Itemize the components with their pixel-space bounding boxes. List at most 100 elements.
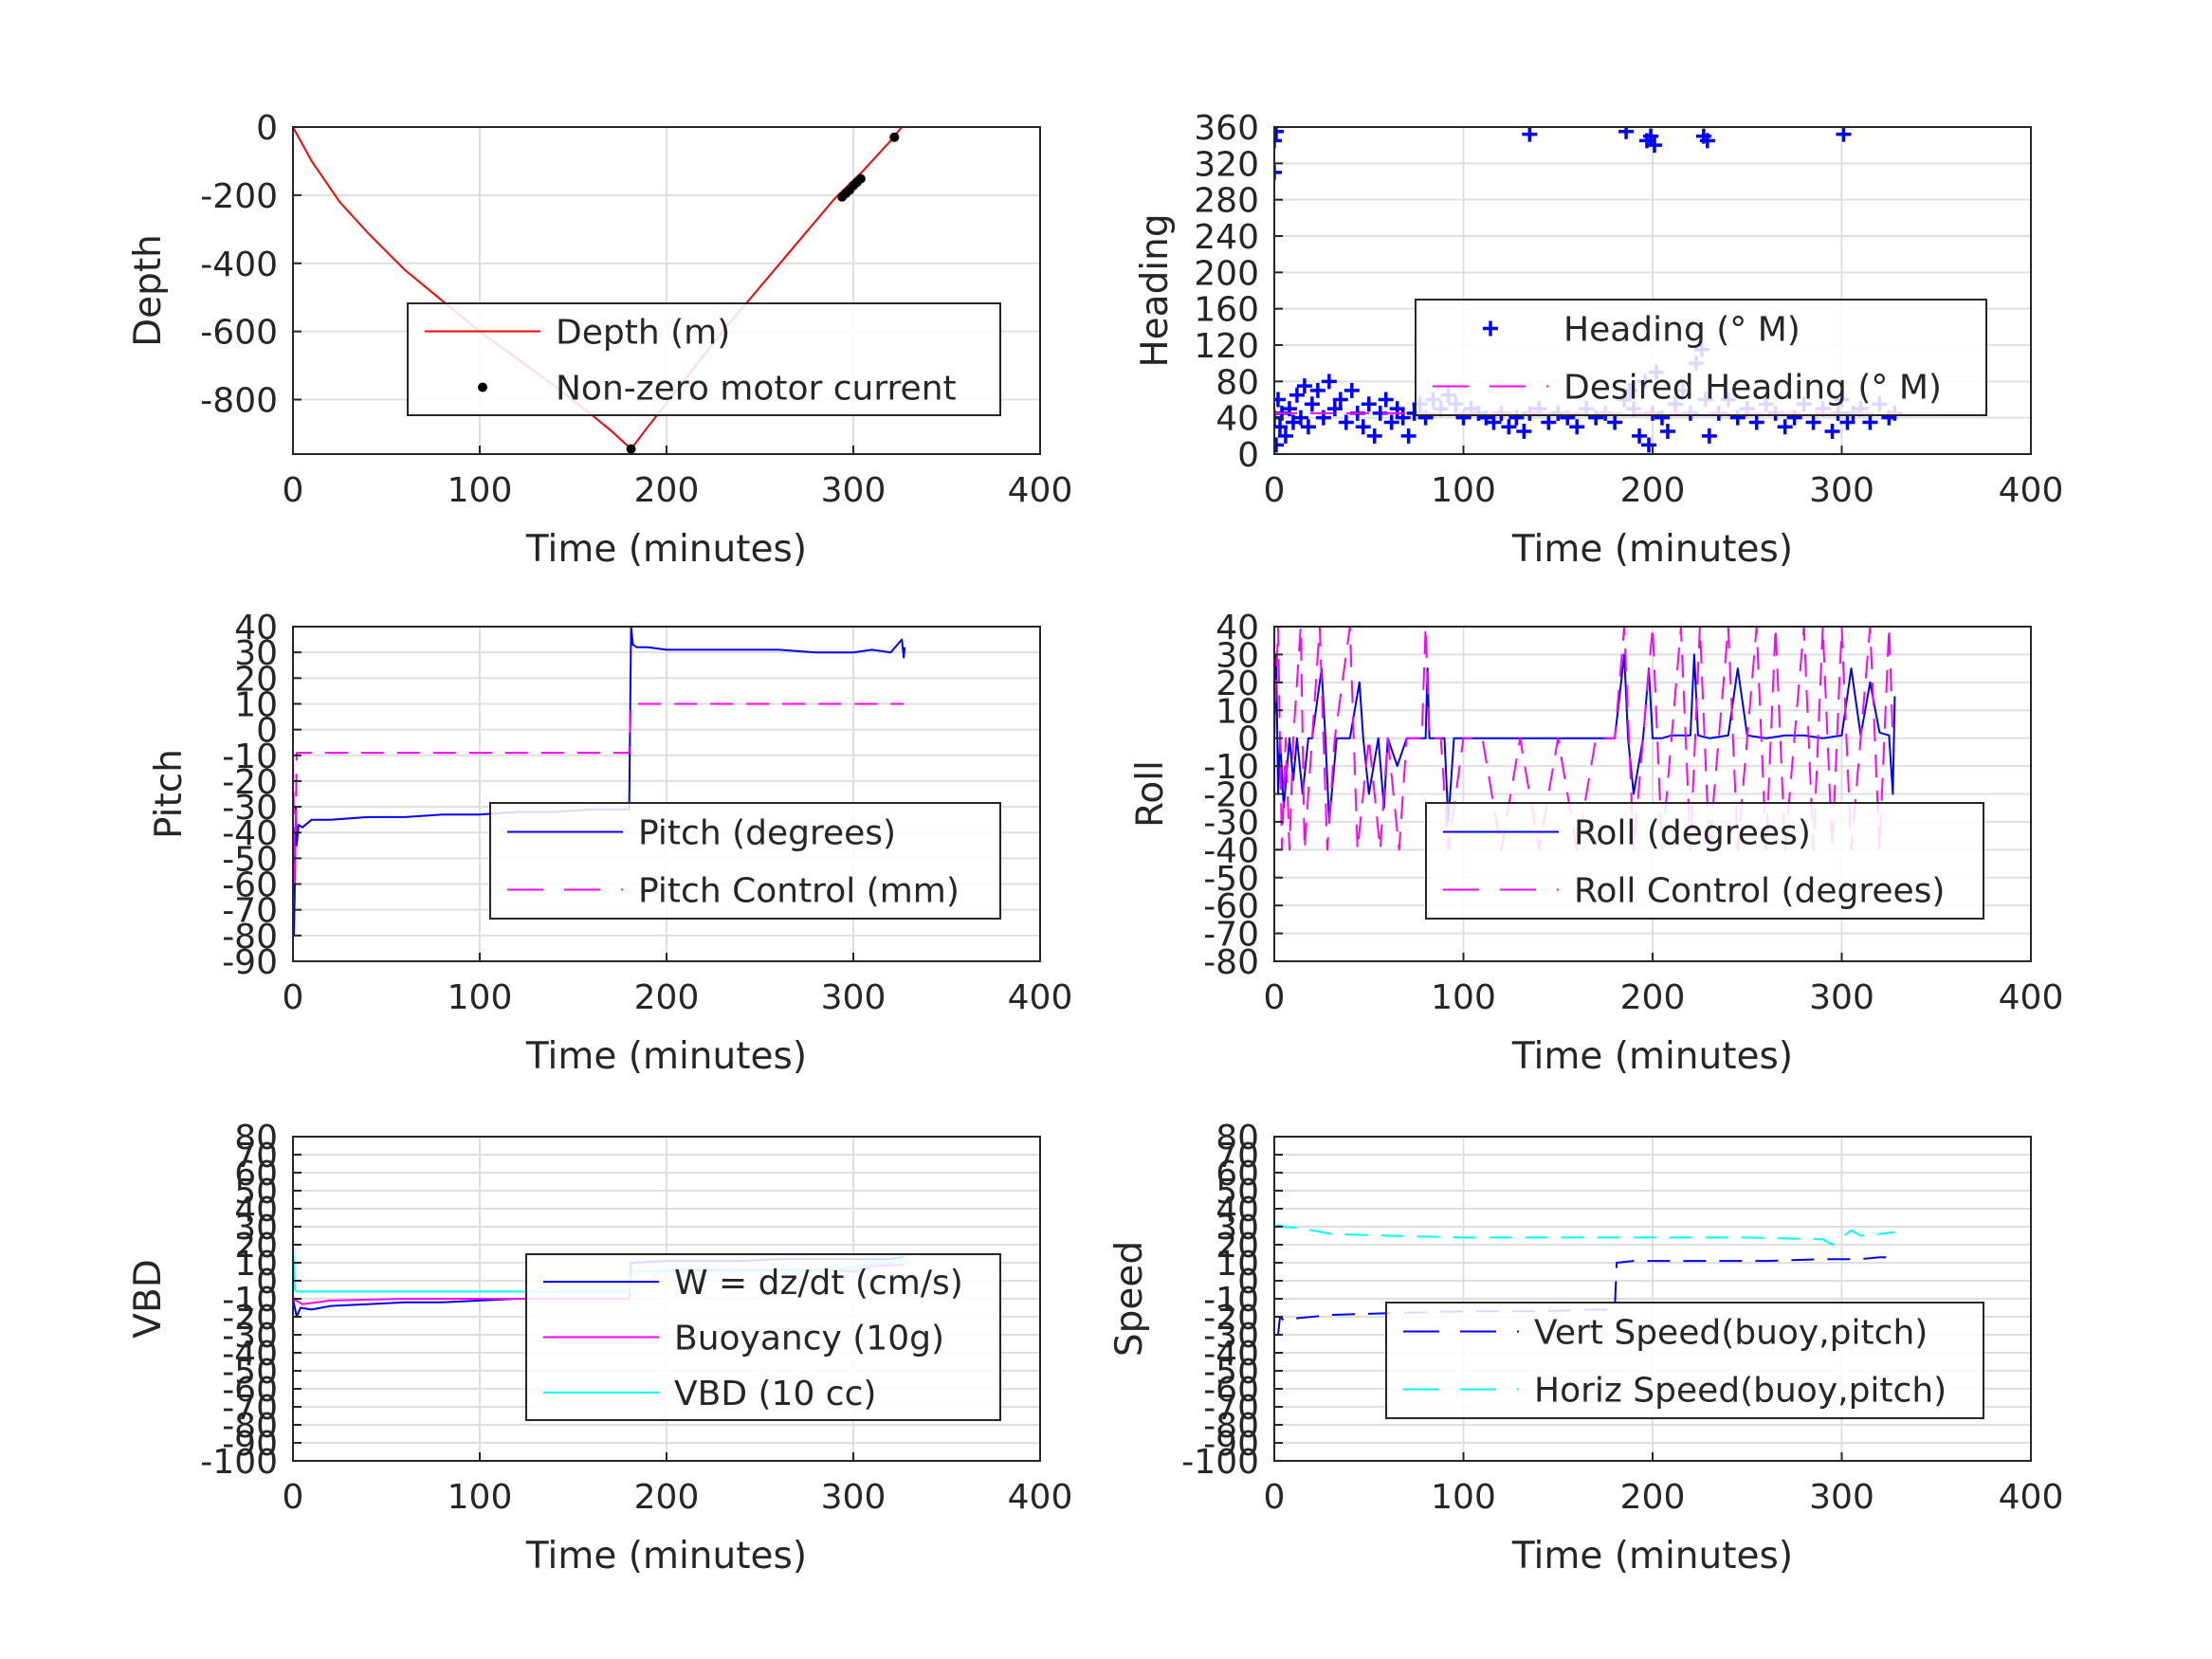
heading-legend: Heading (° M) Desired Heading (° M): [1415, 299, 1987, 416]
speed-legend-label: Vert Speed(buoy,pitch): [1534, 1314, 1928, 1353]
depth-xtick-label: 300: [821, 471, 887, 510]
roll-xtick-label: 300: [1809, 978, 1874, 1017]
depth-xtick-label: 0: [283, 471, 304, 510]
speed-xtick-label: 200: [1620, 1478, 1686, 1517]
depth-legend-box: [407, 302, 1001, 416]
heading-series-0-marker: [1326, 401, 1343, 417]
vbd-ytick-label: 10: [234, 1245, 278, 1284]
heading-series-0-marker: [1378, 392, 1394, 408]
heading-series-0-marker: [1383, 414, 1399, 430]
heading-legend-swatch: [1483, 320, 1498, 337]
vbd-xtick-label: 300: [821, 1478, 887, 1517]
roll-ytick-label: 40: [1216, 609, 1259, 647]
depth-data-layer: [293, 127, 903, 454]
roll-ytick-label: -80: [1203, 943, 1259, 982]
heading-series-0-marker: [1501, 419, 1517, 435]
heading-series-0-marker: [1274, 127, 1284, 139]
depth-legend-label: Depth (m): [556, 314, 730, 353]
heading-series-0-marker: [1748, 414, 1764, 430]
vbd-ytick-label: -100: [200, 1443, 278, 1482]
speed-ytick-label: -90: [1203, 1425, 1259, 1464]
pitch-legend-label: Pitch (degrees): [638, 814, 896, 853]
heading-xtick-label: 100: [1431, 471, 1496, 510]
roll-xtick-label: 200: [1620, 978, 1686, 1017]
roll-ytick-label: 30: [1216, 636, 1259, 675]
heading-ytick-label: 40: [1216, 400, 1259, 439]
roll-ytick-label: 20: [1216, 665, 1259, 703]
speed-ytick-label: 80: [1216, 1119, 1259, 1158]
roll-legend-box: [1425, 802, 1984, 920]
heading-xtick-label: 0: [1264, 471, 1286, 510]
heading-series-0-marker: [1309, 382, 1325, 398]
pitch-ytick-label: -60: [222, 866, 278, 905]
pitch-xtick-label: 0: [283, 978, 304, 1017]
vbd-ytick-label: 60: [234, 1155, 278, 1194]
heading-series-0-marker: [1569, 419, 1585, 435]
heading-series-0-marker: [1659, 424, 1675, 440]
heading-series-0-marker: [1699, 133, 1715, 149]
pitch-y-axis-label: Pitch: [148, 749, 191, 839]
speed-y-axis-label: Speed: [1108, 1241, 1151, 1357]
depth-ytick-label: -200: [200, 177, 278, 216]
heading-series-0-marker: [1632, 428, 1648, 444]
roll-chart: 0 100 200 300 400403020100-10-20-30-40-50-60…: [1129, 609, 2063, 1078]
vbd-y-axis-label: VBD: [127, 1259, 170, 1338]
pitch-ytick-label: -10: [222, 738, 278, 776]
vbd-ytick-label: -10: [222, 1281, 278, 1320]
speed-ytick-label: -20: [1203, 1299, 1259, 1338]
roll-legend-label: Roll Control (degrees): [1574, 872, 1945, 911]
heading-series-0-marker: [1486, 414, 1502, 430]
roll-legend: Roll (degrees) Roll Control (degrees): [1425, 802, 1984, 920]
heading-xtick-label: 300: [1809, 471, 1874, 510]
vbd-legend-label: VBD (10 cc): [674, 1375, 876, 1413]
speed-ytick-label: -80: [1203, 1407, 1259, 1446]
pitch-chart: 0 100 200 300 400403020100-10-20-30-40-50-60…: [148, 609, 1072, 1078]
vbd-ytick-label: -60: [222, 1371, 278, 1410]
heading-xtick-label: 400: [1999, 471, 2064, 510]
speed-ytick-label: 30: [1216, 1209, 1259, 1248]
pitch-ytick-label: 0: [256, 712, 278, 751]
heading-ytick-label: 80: [1216, 363, 1259, 402]
heading-series-0-marker: [1332, 392, 1348, 408]
speed-ytick-label: 20: [1216, 1227, 1259, 1266]
vbd-ytick-label: 50: [234, 1173, 278, 1212]
speed-data-layer: [1274, 1224, 1895, 1336]
vbd-ytick-label: -40: [222, 1335, 278, 1374]
roll-legend-label: Roll (degrees): [1574, 814, 1811, 853]
vbd-xtick-label: 0: [283, 1478, 304, 1517]
heading-y-axis-label: Heading: [1134, 213, 1177, 367]
depth-legend-swatch: [478, 382, 487, 392]
pitch-xtick-label: 200: [634, 978, 700, 1017]
pitch-legend-label: Pitch Control (mm): [638, 872, 960, 911]
heading-legend-label: Heading (° M): [1563, 311, 1801, 350]
speed-xtick-label: 0: [1264, 1478, 1286, 1517]
heading-ytick-label: 0: [1237, 436, 1259, 475]
pitch-ytick-label: -70: [222, 892, 278, 931]
speed-legend-label: Horiz Speed(buoy,pitch): [1534, 1372, 1947, 1411]
pitch-xtick-label: 400: [1008, 978, 1073, 1017]
roll-x-axis-label: Time (minutes): [1511, 1035, 1793, 1078]
speed-ytick-label: -40: [1203, 1335, 1259, 1374]
heading-series-0-marker: [1641, 437, 1657, 453]
speed-xtick-label: 400: [1999, 1478, 2064, 1517]
depth-x-axis-label: Time (minutes): [525, 528, 807, 571]
heading-series-0-marker: [1277, 428, 1293, 444]
roll-ytick-label: -40: [1203, 831, 1259, 870]
vbd-xtick-label: 200: [634, 1478, 700, 1517]
vbd-ytick-label: 30: [234, 1209, 278, 1248]
heading-series-0-marker: [1274, 164, 1282, 180]
speed-ytick-label: 70: [1216, 1137, 1259, 1176]
depth-xtick-label: 100: [448, 471, 513, 510]
roll-ytick-label: -60: [1203, 887, 1259, 926]
speed-x-axis-label: Time (minutes): [1511, 1535, 1793, 1577]
heading-series-0-marker: [1541, 414, 1557, 430]
heading-ytick-label: 200: [1194, 254, 1259, 293]
heading-series-0-marker: [1344, 382, 1360, 398]
vbd-chart: 0 100 200 300 40080706050403020100-10-20-30-…: [127, 1119, 1072, 1577]
vbd-ytick-label: 70: [234, 1137, 278, 1176]
speed-ytick-label: -70: [1203, 1389, 1259, 1428]
speed-ytick-label: 40: [1216, 1191, 1259, 1230]
speed-ytick-label: 10: [1216, 1245, 1259, 1284]
heading-legend-label: Desired Heading (° M): [1563, 369, 1942, 408]
pitch-ytick-label: -50: [222, 840, 278, 879]
